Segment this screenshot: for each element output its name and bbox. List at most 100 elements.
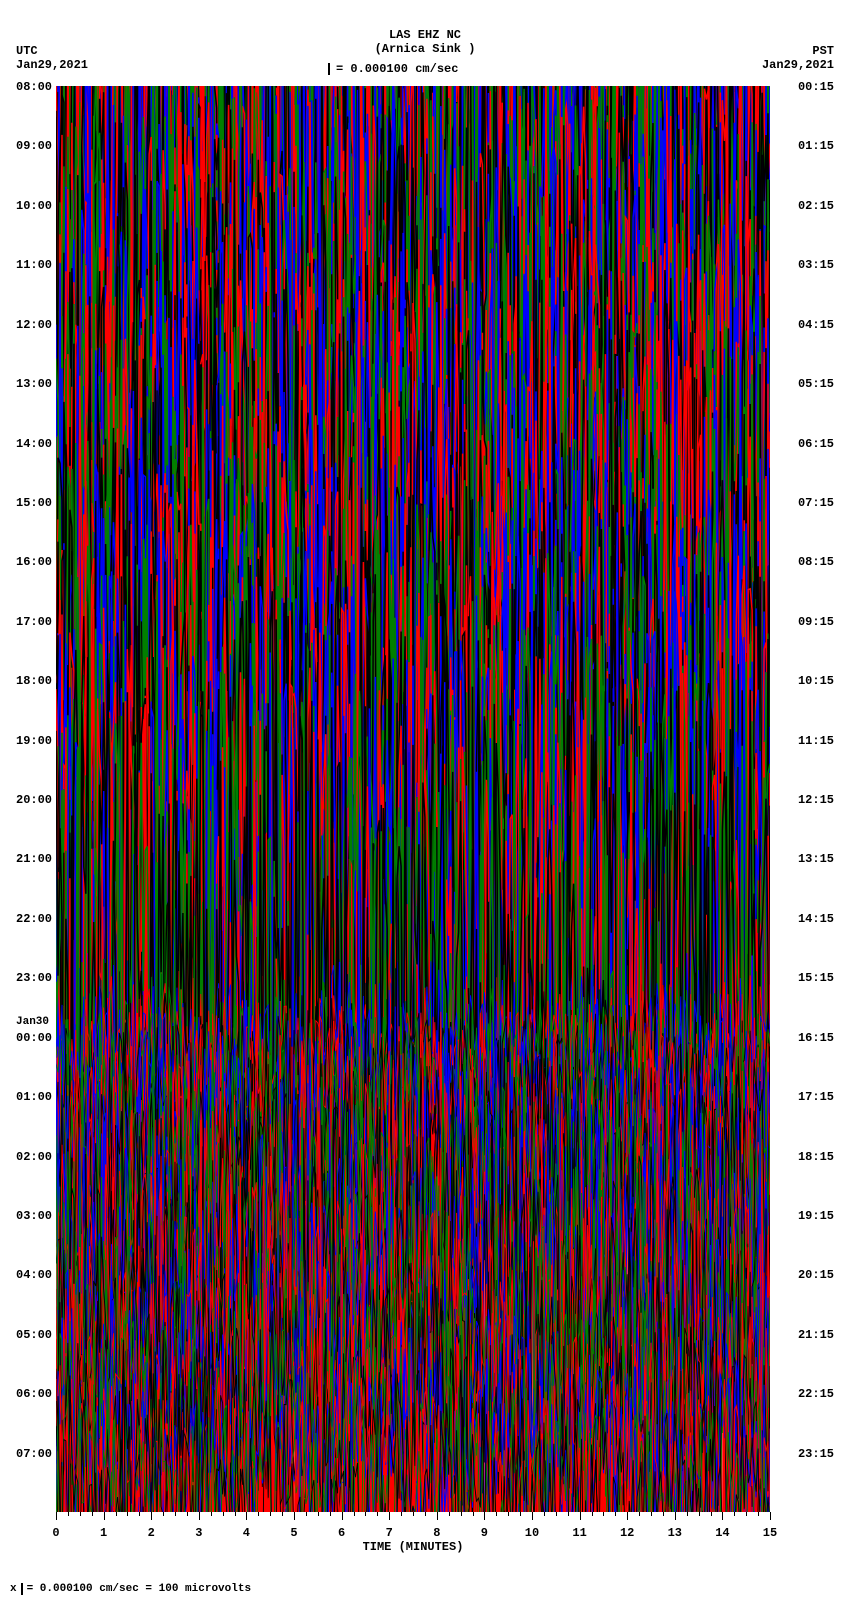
x-minor-tick — [615, 1512, 616, 1516]
tz-left-label: UTC — [16, 44, 88, 58]
footer-text: = 0.000100 cm/sec = 100 microvolts — [27, 1583, 251, 1595]
x-minor-tick — [496, 1512, 497, 1516]
y-right-label: 08:15 — [798, 555, 834, 569]
y-right-label: 06:15 — [798, 437, 834, 451]
x-tick-label: 12 — [620, 1526, 634, 1540]
x-tick — [722, 1512, 723, 1520]
y-left-label: 20:00 — [16, 793, 52, 807]
x-minor-tick — [365, 1512, 366, 1516]
y-left-label: 04:00 — [16, 1268, 52, 1282]
x-tick — [342, 1512, 343, 1520]
x-minor-tick — [699, 1512, 700, 1516]
x-minor-tick — [80, 1512, 81, 1516]
x-tick-label: 6 — [338, 1526, 345, 1540]
x-minor-tick — [139, 1512, 140, 1516]
y-left-label: Jan30 — [16, 1016, 49, 1028]
scale-text: = 0.000100 cm/sec — [336, 62, 458, 76]
y-right-label: 02:15 — [798, 199, 834, 213]
x-minor-tick — [258, 1512, 259, 1516]
x-minor-tick — [175, 1512, 176, 1516]
y-right-label: 18:15 — [798, 1150, 834, 1164]
x-tick — [675, 1512, 676, 1520]
x-tick — [199, 1512, 200, 1520]
y-right-label: 19:15 — [798, 1209, 834, 1223]
helicorder-plot — [56, 86, 770, 1512]
x-tick-label: 4 — [243, 1526, 250, 1540]
x-tick-label: 3 — [195, 1526, 202, 1540]
x-axis-title: TIME (MINUTES) — [56, 1540, 770, 1554]
x-minor-tick — [520, 1512, 521, 1516]
x-minor-tick — [544, 1512, 545, 1516]
y-left-label: 05:00 — [16, 1328, 52, 1342]
x-minor-tick — [127, 1512, 128, 1516]
y-left-label: 19:00 — [16, 734, 52, 748]
x-tick — [104, 1512, 105, 1520]
y-right-label: 04:15 — [798, 318, 834, 332]
y-left-label: 02:00 — [16, 1150, 52, 1164]
y-left-label: 17:00 — [16, 615, 52, 629]
y-right-label: 17:15 — [798, 1090, 834, 1104]
y-right-label: 22:15 — [798, 1387, 834, 1401]
x-minor-tick — [556, 1512, 557, 1516]
x-minor-tick — [663, 1512, 664, 1516]
y-left-label: 12:00 — [16, 318, 52, 332]
x-tick — [246, 1512, 247, 1520]
x-minor-tick — [92, 1512, 93, 1516]
x-minor-tick — [187, 1512, 188, 1516]
tz-left-date: Jan29,2021 — [16, 58, 88, 72]
x-tick-label: 0 — [52, 1526, 59, 1540]
y-left-label: 11:00 — [16, 258, 52, 272]
y-right-label: 12:15 — [798, 793, 834, 807]
x-tick — [532, 1512, 533, 1520]
x-minor-tick — [687, 1512, 688, 1516]
x-tick-label: 9 — [481, 1526, 488, 1540]
x-minor-tick — [603, 1512, 604, 1516]
y-right-label: 21:15 — [798, 1328, 834, 1342]
x-tick — [437, 1512, 438, 1520]
x-minor-tick — [711, 1512, 712, 1516]
x-tick — [389, 1512, 390, 1520]
x-minor-tick — [746, 1512, 747, 1516]
x-minor-tick — [235, 1512, 236, 1516]
x-minor-tick — [473, 1512, 474, 1516]
x-minor-tick — [354, 1512, 355, 1516]
x-minor-tick — [508, 1512, 509, 1516]
y-right-label: 16:15 — [798, 1031, 834, 1045]
y-left-label: 10:00 — [16, 199, 52, 213]
footer-scale: x = 0.000100 cm/sec = 100 microvolts — [10, 1583, 251, 1595]
x-minor-tick — [223, 1512, 224, 1516]
x-minor-tick — [758, 1512, 759, 1516]
x-tick — [770, 1512, 771, 1520]
y-left-label: 14:00 — [16, 437, 52, 451]
y-right-label: 05:15 — [798, 377, 834, 391]
y-right-label: 00:15 — [798, 80, 834, 94]
x-tick-label: 1 — [100, 1526, 107, 1540]
x-minor-tick — [270, 1512, 271, 1516]
x-minor-tick — [282, 1512, 283, 1516]
station-name: (Arnica Sink ) — [0, 42, 850, 56]
x-minor-tick — [639, 1512, 640, 1516]
x-minor-tick — [211, 1512, 212, 1516]
y-right-label: 14:15 — [798, 912, 834, 926]
x-minor-tick — [377, 1512, 378, 1516]
x-minor-tick — [318, 1512, 319, 1516]
y-right-label: 10:15 — [798, 674, 834, 688]
x-minor-tick — [568, 1512, 569, 1516]
y-left-label: 03:00 — [16, 1209, 52, 1223]
tz-right-date: Jan29,2021 — [762, 58, 834, 72]
y-right-label: 11:15 — [798, 734, 834, 748]
y-right-label: 20:15 — [798, 1268, 834, 1282]
y-left-label: 21:00 — [16, 852, 52, 866]
y-left-label: 15:00 — [16, 496, 52, 510]
x-tick-label: 2 — [148, 1526, 155, 1540]
x-minor-tick — [461, 1512, 462, 1516]
x-minor-tick — [449, 1512, 450, 1516]
x-minor-tick — [401, 1512, 402, 1516]
y-left-label: 08:00 — [16, 80, 52, 94]
y-right-label: 23:15 — [798, 1447, 834, 1461]
y-right-label: 15:15 — [798, 971, 834, 985]
x-minor-tick — [592, 1512, 593, 1516]
x-minor-tick — [116, 1512, 117, 1516]
x-tick — [56, 1512, 57, 1520]
footer-prefix: x — [10, 1583, 17, 1595]
